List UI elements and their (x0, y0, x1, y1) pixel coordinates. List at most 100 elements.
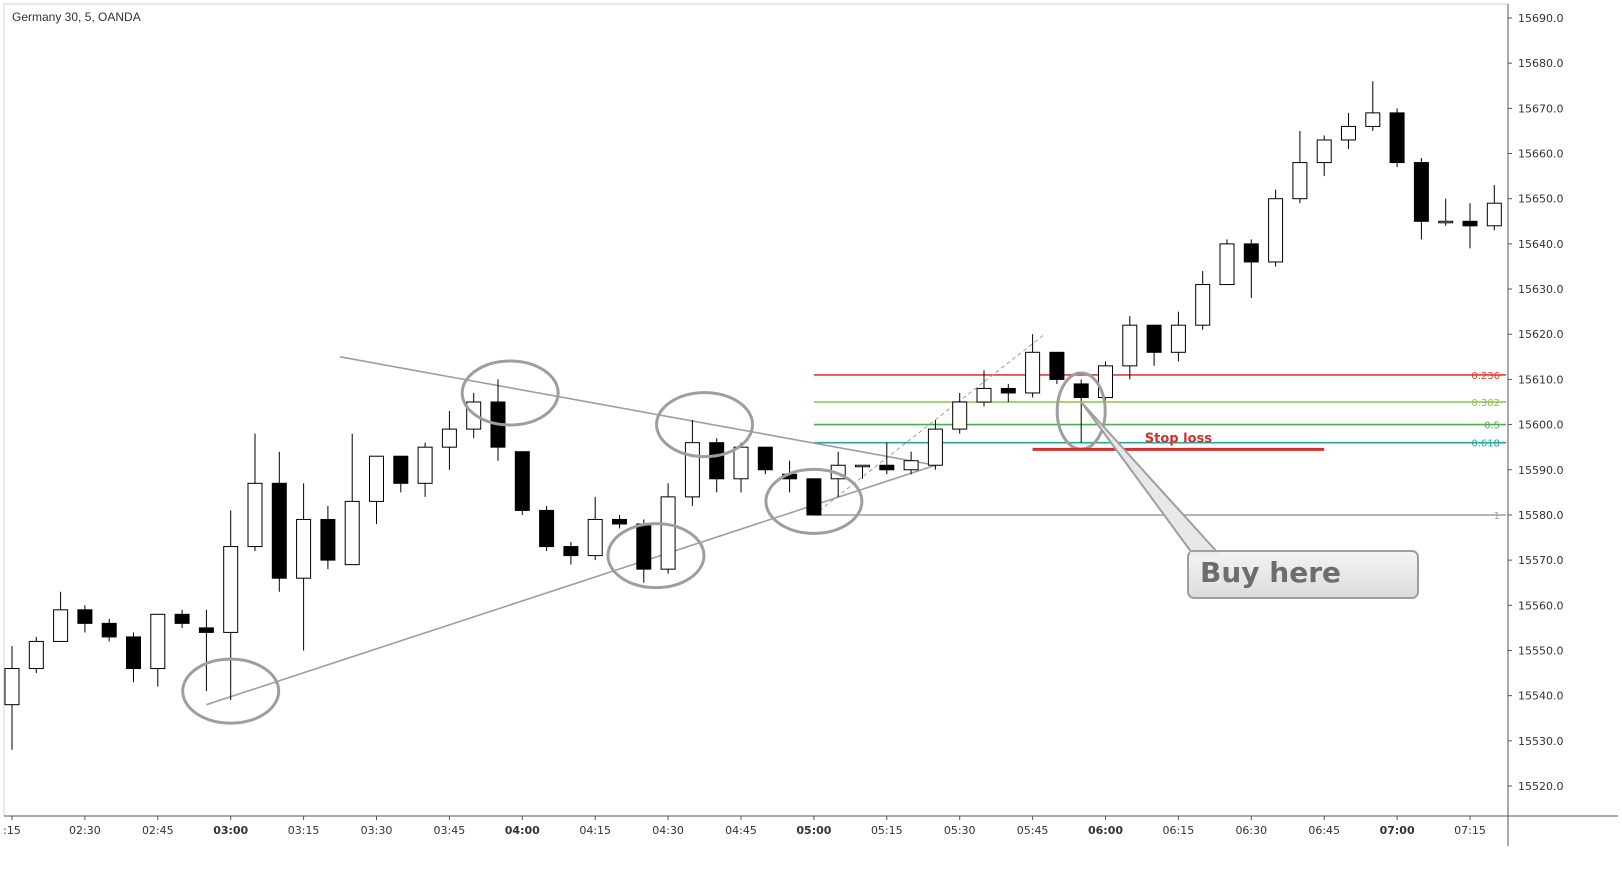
candle (587, 496, 603, 561)
candle-body (441, 428, 457, 448)
candle (393, 455, 409, 493)
candle (1073, 379, 1089, 443)
highlight-circle (764, 467, 864, 535)
candle-body (344, 500, 360, 566)
x-tick-label: 04:45 (725, 824, 757, 837)
y-tick-label: 15590.0 (1518, 464, 1564, 477)
candle (441, 411, 457, 470)
candle (1292, 130, 1308, 204)
x-tick-label: :15 (3, 824, 21, 837)
candle (1365, 81, 1381, 131)
candle-body (223, 546, 239, 633)
y-tick-label: 15600.0 (1518, 419, 1564, 432)
candle-body (1170, 324, 1186, 353)
upper-trendline (339, 356, 936, 467)
stop-loss-label: Stop loss (1145, 431, 1212, 446)
buy-here-label: Buy here (1200, 556, 1341, 589)
candle (709, 438, 725, 493)
candle (855, 464, 870, 479)
x-tick-label: 05:00 (796, 824, 831, 837)
candle-body (927, 428, 943, 466)
candle-body (150, 613, 166, 670)
x-tick-label: 07:15 (1454, 824, 1486, 837)
candle-body (879, 464, 895, 471)
candle-body (1462, 220, 1478, 227)
candle-body (612, 518, 627, 525)
candle (539, 505, 555, 552)
candle (563, 542, 579, 565)
candle-body (757, 446, 773, 471)
x-tick-label: 04:30 (652, 824, 684, 837)
x-tick-label: 04:15 (579, 824, 611, 837)
candle-body (660, 496, 676, 570)
fib-level-label: 0.236 (1471, 371, 1500, 382)
highlight-circle (181, 657, 281, 725)
candle (174, 609, 190, 628)
candle (879, 442, 895, 475)
candle (320, 505, 336, 570)
x-tick-label: 03:15 (288, 824, 320, 837)
candle-body (539, 509, 555, 548)
buy-here-pointer-join (1190, 552, 1220, 556)
candle (198, 609, 214, 692)
candle-body (1025, 351, 1041, 394)
highlight-circle (606, 522, 706, 590)
candle (1049, 351, 1065, 384)
candle-body (1000, 387, 1016, 394)
y-tick-label: 15520.0 (1518, 780, 1564, 793)
candle (1122, 316, 1138, 380)
candle (4, 645, 20, 750)
candle-body (952, 401, 968, 430)
candle-body (709, 442, 725, 480)
candle-body (369, 455, 384, 502)
y-tick-label: 15550.0 (1518, 644, 1564, 657)
fib-level-label: 0.5 (1484, 421, 1500, 432)
highlight-circle (460, 359, 560, 427)
y-tick-label: 15670.0 (1518, 102, 1564, 115)
candle-body (903, 460, 919, 471)
candle-body (4, 668, 20, 706)
candle-body (320, 518, 336, 561)
candle-body (1122, 324, 1138, 367)
candle (369, 455, 384, 524)
candle (684, 420, 700, 506)
y-tick-label: 15610.0 (1518, 373, 1564, 386)
candle (1389, 108, 1405, 168)
candle (927, 420, 943, 470)
lower-trendline (206, 464, 936, 706)
candle-body (271, 482, 287, 579)
candle (271, 451, 287, 592)
x-tick-label: 06:15 (1163, 824, 1195, 837)
x-tick-label: 06:30 (1235, 824, 1267, 837)
candle (77, 605, 93, 633)
candle-body (77, 609, 93, 624)
highlight-circle (655, 391, 755, 459)
candle-body (1413, 162, 1429, 222)
x-tick-label: 03:00 (213, 824, 248, 837)
candle (1438, 198, 1454, 226)
y-tick-label: 15580.0 (1518, 509, 1564, 522)
y-tick-label: 15680.0 (1518, 57, 1564, 70)
candle (1268, 189, 1284, 267)
x-tick-label: 05:15 (871, 824, 903, 837)
candle (296, 483, 312, 651)
candle-body (1268, 198, 1284, 263)
candle-body (1195, 284, 1211, 326)
candle-body (53, 609, 69, 642)
plot-frame (3, 3, 1509, 817)
candle-body (684, 442, 700, 498)
candle (903, 451, 919, 475)
candle-body (1341, 125, 1356, 141)
candle-body (126, 636, 141, 670)
candle (1170, 311, 1186, 362)
candle-body (1292, 162, 1308, 200)
candle (150, 613, 166, 687)
candle-body (417, 446, 433, 484)
candle-body (636, 523, 652, 570)
candle (976, 370, 992, 407)
x-tick-label: 05:30 (944, 824, 976, 837)
candle (757, 446, 773, 475)
candle (1025, 334, 1041, 398)
candle-body (1073, 383, 1089, 398)
